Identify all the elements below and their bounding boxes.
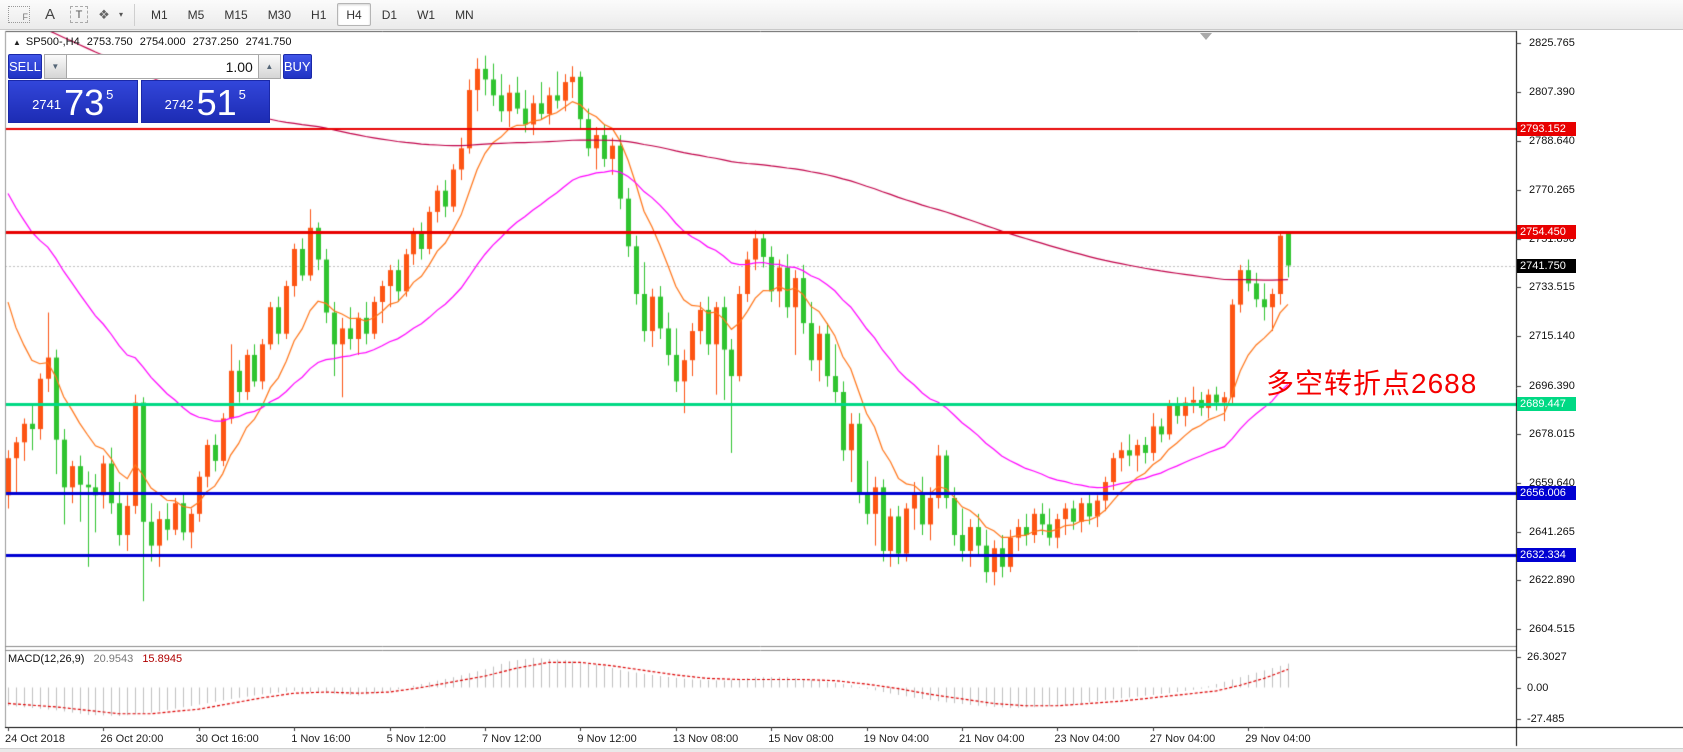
date-tick-label: 29 Nov 04:00 bbox=[1245, 733, 1311, 745]
timeframe-button-m30[interactable]: M30 bbox=[267, 7, 292, 22]
current-price-badge: 2741.750 bbox=[1517, 258, 1576, 273]
price-tick-label: 2678.015 bbox=[1529, 428, 1575, 441]
toolbar-separator bbox=[134, 3, 135, 26]
macd-signal-value: 15.8945 bbox=[142, 653, 183, 665]
timeframe-button-d1[interactable]: D1 bbox=[381, 7, 398, 22]
date-tick-label: 1 Nov 16:00 bbox=[291, 733, 351, 745]
price-tick-label: 2641.265 bbox=[1529, 525, 1575, 538]
sell-button[interactable]: SELL bbox=[8, 54, 42, 79]
price-tick-label: 2604.515 bbox=[1529, 623, 1575, 635]
volume-down-button[interactable]: ▼ bbox=[43, 54, 67, 79]
text-tool-icon[interactable]: A bbox=[44, 6, 55, 23]
macd-name: MACD(12,26,9) bbox=[8, 653, 85, 665]
date-tick-label: 15 Nov 08:00 bbox=[768, 733, 834, 745]
price-tick-label: 2622.890 bbox=[1529, 574, 1575, 587]
window-bottom-strip bbox=[0, 748, 1683, 752]
volume-input[interactable] bbox=[66, 54, 258, 79]
symbol-label: SP500-,H4 bbox=[25, 36, 80, 48]
date-tick-label: 7 Nov 12:00 bbox=[482, 733, 542, 745]
date-tick-label: 9 Nov 12:00 bbox=[577, 733, 637, 745]
buy-price-big: 51 bbox=[196, 82, 237, 123]
one-click-trading-panel: SELL ▼ ▲ BUY 2741 73 5 2742 51 5 bbox=[8, 54, 312, 123]
price-tick-label: 2788.640 bbox=[1529, 135, 1575, 148]
timeframe-button-m1[interactable]: M1 bbox=[151, 7, 168, 22]
level-price-badge: 2656.006 bbox=[1517, 485, 1576, 500]
date-tick-label: 21 Nov 04:00 bbox=[959, 733, 1025, 745]
date-tick-label: 13 Nov 08:00 bbox=[672, 733, 739, 745]
date-tick-label: 26 Oct 20:00 bbox=[100, 733, 164, 745]
open-value: 2753.750 bbox=[86, 36, 133, 48]
date-tick-label: 5 Nov 12:00 bbox=[386, 733, 446, 745]
dropdown-arrow-icon[interactable]: ▾ bbox=[118, 10, 123, 19]
date-tick-label: 27 Nov 04:00 bbox=[1149, 733, 1216, 745]
price-tick-label: 2770.265 bbox=[1529, 183, 1575, 196]
chart-shift-marker-icon[interactable] bbox=[1200, 33, 1212, 40]
sell-price-big: 73 bbox=[64, 82, 105, 123]
price-tick-label: 2825.765 bbox=[1529, 37, 1575, 49]
sell-price-sup: 5 bbox=[106, 87, 114, 102]
volume-up-button[interactable]: ▲ bbox=[257, 54, 281, 79]
date-tick-label: 30 Oct 16:00 bbox=[195, 733, 259, 745]
date-tick-label: 23 Nov 04:00 bbox=[1054, 733, 1120, 745]
toolbar: F A T ❖ ▾ M1 M5 M15 M30 H1 H4 D1 W1 MN bbox=[0, 0, 1683, 30]
buy-price-small: 2742 bbox=[164, 97, 194, 112]
sell-price-small: 2741 bbox=[32, 97, 62, 112]
low-value: 2737.250 bbox=[192, 36, 239, 48]
timeframe-button-mn[interactable]: MN bbox=[455, 7, 474, 22]
chart-header: ▲ SP500-,H4 2753.750 2754.000 2737.250 27… bbox=[13, 36, 296, 48]
macd-indicator-label: MACD(12,26,9) 20.9543 15.8945 bbox=[8, 653, 182, 665]
date-tick-label: 19 Nov 04:00 bbox=[863, 733, 930, 745]
level-price-badge: 2689.447 bbox=[1517, 397, 1576, 412]
shapes-tool-icon[interactable]: ❖ bbox=[98, 6, 110, 22]
timeframe-button-h4[interactable]: H4 bbox=[337, 3, 371, 26]
macd-tick-label: -27.485 bbox=[1527, 712, 1565, 725]
label-tool-icon[interactable]: T bbox=[70, 6, 88, 23]
timeframe-buttons: M1 M5 M15 M30 H1 H4 D1 W1 MN bbox=[141, 3, 484, 26]
date-tick-label: 24 Oct 2018 bbox=[5, 733, 65, 745]
timeframe-button-m5[interactable]: M5 bbox=[187, 7, 205, 22]
timeframe-button-h1[interactable]: H1 bbox=[311, 7, 327, 22]
sell-price-display[interactable]: 2741 73 5 bbox=[8, 80, 138, 123]
collapse-panel-icon[interactable]: ▲ bbox=[13, 38, 21, 47]
high-value: 2754.000 bbox=[139, 36, 186, 48]
timeframe-button-m15[interactable]: M15 bbox=[224, 7, 248, 22]
level-price-badge: 2754.450 bbox=[1517, 224, 1576, 239]
buy-price-sup: 5 bbox=[238, 87, 246, 102]
level-price-badge: 2793.152 bbox=[1517, 122, 1576, 137]
price-tick-label: 2733.515 bbox=[1529, 281, 1575, 294]
price-tick-label: 2696.390 bbox=[1529, 379, 1575, 392]
price-tick-label: 2715.140 bbox=[1529, 330, 1575, 342]
price-tick-label: 2807.390 bbox=[1529, 85, 1575, 98]
macd-tick-label: 26.3027 bbox=[1527, 651, 1567, 664]
level-price-badge: 2632.334 bbox=[1517, 548, 1576, 563]
macd-tick-label: 0.00 bbox=[1527, 681, 1549, 694]
tiled-windows-icon[interactable]: F bbox=[8, 6, 30, 23]
timeframe-button-w1[interactable]: W1 bbox=[417, 7, 436, 22]
close-value: 2741.750 bbox=[245, 36, 292, 48]
buy-button[interactable]: BUY bbox=[282, 54, 312, 79]
volume-spinner: ▼ ▲ bbox=[43, 54, 281, 79]
buy-price-display[interactable]: 2742 51 5 bbox=[140, 80, 270, 123]
chart-text-annotation: 多空转折点2688 bbox=[1266, 368, 1478, 399]
macd-main-value: 20.9543 bbox=[93, 653, 134, 665]
